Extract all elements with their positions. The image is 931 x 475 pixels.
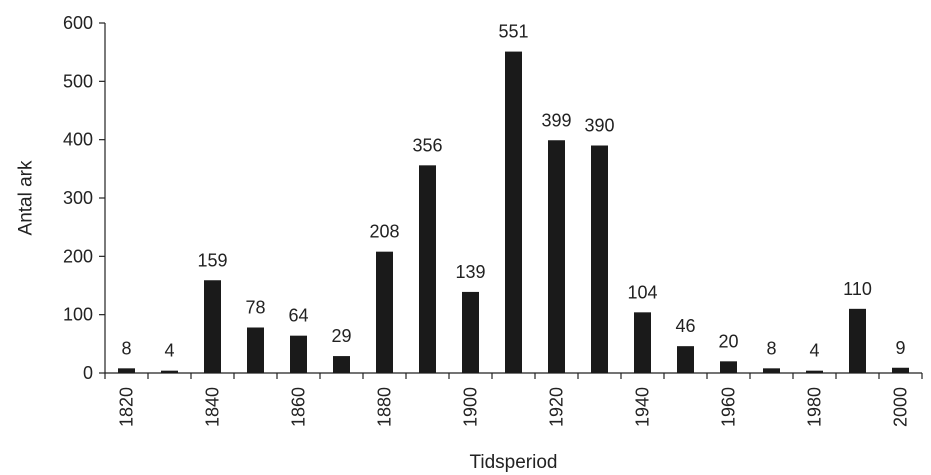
data-label-1890: 356 (412, 135, 442, 155)
y-tick-label: 200 (63, 246, 93, 266)
y-tick-label: 0 (83, 363, 93, 383)
data-label-1930: 390 (584, 116, 614, 136)
bar-1950 (677, 346, 694, 373)
bar-1970 (763, 368, 780, 373)
x-tick-label: 1880 (375, 387, 395, 427)
bar-2000 (892, 367, 909, 373)
bar-1860 (290, 335, 307, 373)
y-tick-label: 300 (63, 188, 93, 208)
data-label-1980: 4 (809, 341, 819, 361)
bar-1960 (720, 361, 737, 373)
bar-1820 (118, 368, 135, 373)
data-label-1840: 159 (197, 250, 227, 270)
bar-1910 (505, 51, 522, 373)
data-label-2000: 9 (895, 338, 905, 358)
x-tick-label: 1820 (117, 387, 137, 427)
data-label-1970: 8 (766, 338, 776, 358)
data-label-1940: 104 (627, 282, 657, 302)
data-label-1820: 8 (121, 338, 131, 358)
bar-1930 (591, 145, 608, 373)
data-label-1870: 29 (331, 326, 351, 346)
y-axis: 0 100 200 300 400 500 600 (63, 13, 106, 383)
y-axis-title: Antal ark (16, 160, 37, 235)
x-tick-label: 2000 (891, 387, 911, 427)
bar-1990 (849, 308, 866, 373)
data-label-1960: 20 (718, 331, 738, 351)
x-axis-title: Tidsperiod (469, 452, 557, 473)
x-tick-label: 1900 (461, 387, 481, 427)
x-tick-label: 1840 (203, 387, 223, 427)
data-label-1990: 110 (843, 279, 872, 299)
x-tick-label: 1960 (719, 387, 739, 427)
data-label-1860: 64 (288, 306, 308, 326)
x-tick-label: 1980 (805, 387, 825, 427)
bars (118, 51, 909, 373)
data-label-1910: 551 (498, 22, 528, 42)
bar-1940 (634, 312, 651, 373)
bar-1850 (247, 327, 264, 373)
x-tick-label: 1860 (289, 387, 309, 427)
bar-1900 (462, 291, 479, 373)
bar-1840 (204, 280, 221, 373)
data-label-1850: 78 (245, 298, 265, 318)
bar-1920 (548, 140, 565, 373)
y-tick-label: 400 (63, 130, 93, 150)
y-tick-label: 500 (63, 71, 93, 91)
bar-1880 (376, 251, 393, 373)
data-label-1950: 46 (675, 316, 695, 336)
bar-1830 (161, 370, 178, 373)
data-label-1900: 139 (455, 262, 485, 282)
x-axis: 1820 1840 1860 1880 1900 1920 1940 1960 1980 2000 (104, 372, 923, 427)
bar-1980 (806, 370, 823, 373)
x-tick-label: 1920 (547, 387, 567, 427)
data-label-1880: 208 (369, 222, 399, 242)
data-label-1920: 399 (541, 110, 571, 130)
data-label-1830: 4 (164, 341, 174, 361)
bar-1870 (333, 356, 350, 373)
x-tick-label: 1940 (633, 387, 653, 427)
y-tick-label: 100 (63, 305, 93, 325)
y-tick-label: 600 (63, 13, 93, 33)
bar-1890 (419, 165, 436, 373)
